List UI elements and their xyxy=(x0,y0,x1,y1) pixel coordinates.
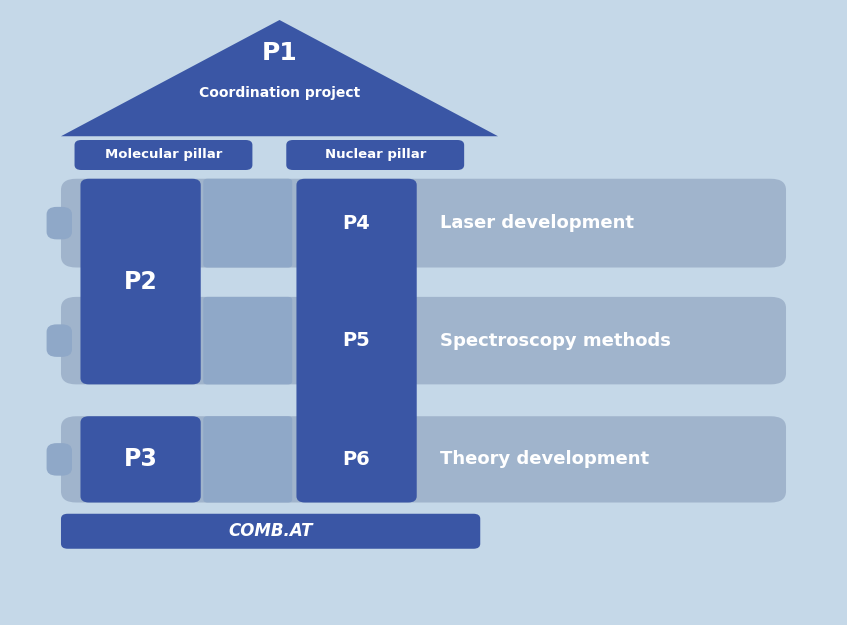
FancyBboxPatch shape xyxy=(298,298,415,383)
FancyBboxPatch shape xyxy=(47,443,72,476)
Text: P2: P2 xyxy=(124,269,158,294)
Text: Theory development: Theory development xyxy=(440,451,650,468)
Polygon shape xyxy=(61,20,498,136)
Text: P6: P6 xyxy=(343,450,370,469)
Text: Molecular pillar: Molecular pillar xyxy=(105,149,222,161)
FancyBboxPatch shape xyxy=(80,416,201,502)
Text: P3: P3 xyxy=(124,448,158,471)
FancyBboxPatch shape xyxy=(47,207,72,239)
FancyBboxPatch shape xyxy=(203,179,292,268)
Text: P5: P5 xyxy=(343,331,370,350)
Text: P1: P1 xyxy=(262,41,297,65)
FancyBboxPatch shape xyxy=(298,418,415,501)
FancyBboxPatch shape xyxy=(75,140,252,170)
Text: Laser development: Laser development xyxy=(440,214,634,232)
Text: P4: P4 xyxy=(343,214,370,232)
FancyBboxPatch shape xyxy=(61,179,786,268)
FancyBboxPatch shape xyxy=(203,416,292,502)
FancyBboxPatch shape xyxy=(296,179,417,502)
FancyBboxPatch shape xyxy=(286,140,464,170)
FancyBboxPatch shape xyxy=(203,297,292,384)
Text: Spectroscopy methods: Spectroscopy methods xyxy=(440,332,672,349)
Text: Nuclear pillar: Nuclear pillar xyxy=(324,149,426,161)
FancyBboxPatch shape xyxy=(61,514,480,549)
FancyBboxPatch shape xyxy=(61,297,786,384)
Text: Coordination project: Coordination project xyxy=(199,86,360,99)
FancyBboxPatch shape xyxy=(61,416,786,502)
FancyBboxPatch shape xyxy=(47,324,72,357)
FancyBboxPatch shape xyxy=(80,179,201,384)
Text: COMB.AT: COMB.AT xyxy=(229,522,313,540)
FancyBboxPatch shape xyxy=(298,180,415,266)
